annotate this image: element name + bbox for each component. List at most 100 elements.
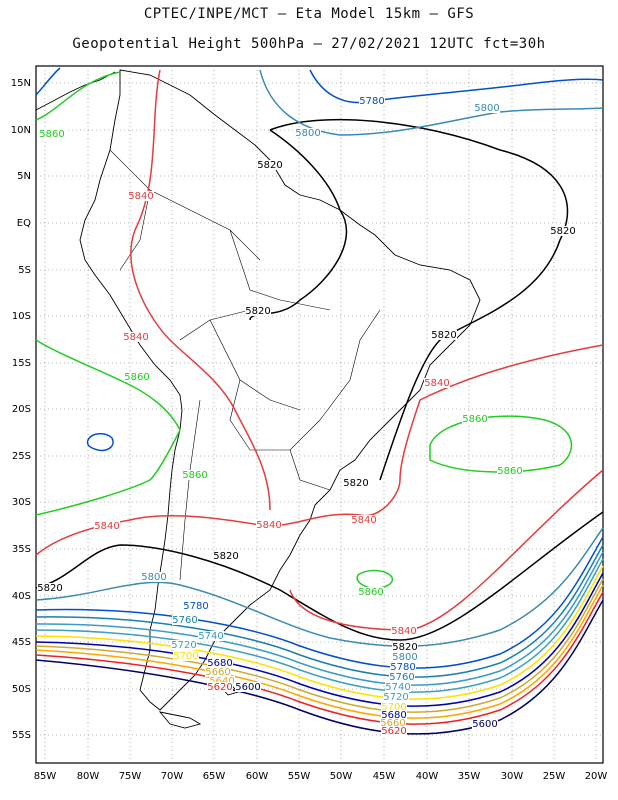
lon-tick-label: 35W — [458, 771, 481, 782]
contour-label-bg — [474, 103, 500, 113]
lat-tick-label: 25S — [12, 451, 31, 462]
contour-label-bg — [431, 330, 457, 340]
contour-label-bg — [358, 587, 384, 597]
lat-tick-label: 5N — [17, 171, 31, 182]
lat-tick-label: 35S — [12, 544, 31, 555]
contour-label: 5860 — [124, 372, 149, 383]
contour-label: 5760 — [172, 615, 197, 626]
contour-label-bg — [381, 702, 407, 712]
contour-label: 5820 — [37, 583, 62, 594]
contour-label-bg — [256, 520, 282, 530]
lon-tick-label: 25W — [543, 771, 566, 782]
lat-tick-label: 20S — [12, 404, 31, 415]
contour-label: 5620 — [381, 726, 406, 737]
lat-tick-label: 5S — [18, 265, 31, 276]
contour-label: 5820 — [245, 306, 270, 317]
contour-label-bg — [391, 626, 417, 636]
contour-label: 5660 — [205, 667, 230, 678]
lat-tick-label: 15S — [12, 358, 31, 369]
contour-label-bg — [424, 378, 450, 388]
contour-label: 5860 — [462, 414, 487, 425]
lat-tick-label: 40S — [12, 591, 31, 602]
contour-label: 5760 — [389, 672, 414, 683]
contour-label-bg — [141, 572, 167, 582]
contour-label-bg — [39, 129, 65, 139]
lat-tick-label: 10S — [12, 311, 31, 322]
map-subtitle: Geopotential Height 500hPa – 27/02/2021 … — [72, 36, 546, 52]
contour-label-bg — [462, 414, 488, 424]
contour-label: 5740 — [198, 631, 223, 642]
lat-tick-label: 10N — [11, 125, 31, 136]
contour-label: 5680 — [381, 710, 406, 721]
contour-label-bg — [385, 682, 411, 692]
contour-label-bg — [381, 726, 407, 736]
contour-label: 5600 — [235, 682, 260, 693]
contour-label: 5720 — [383, 692, 408, 703]
contour-label: 5840 — [123, 332, 148, 343]
contour-label-bg — [94, 521, 120, 531]
lat-tick-label: 45S — [12, 637, 31, 648]
lon-tick-label: 30W — [501, 771, 524, 782]
lon-tick-label: 75W — [119, 771, 142, 782]
contour-label: 5640 — [209, 676, 234, 687]
contour-label: 5800 — [474, 103, 499, 114]
lat-tick-label: 55S — [12, 730, 31, 741]
contour-label-bg — [245, 306, 271, 316]
contour-label-bg — [383, 692, 409, 702]
contour-5760 — [35, 544, 604, 678]
contour-5720 — [35, 558, 604, 693]
axis-ticks: 15N 10N 5N EQ 5S 10S 15S 20S 25S 30S 35S 40S 45S 50S 5… — [11, 78, 608, 782]
contour-label-bg — [172, 615, 198, 625]
contour-label-bg — [124, 372, 150, 382]
lon-tick-label: 50W — [330, 771, 353, 782]
contour-label-bg — [209, 676, 235, 686]
contour-5800 — [35, 527, 604, 647]
contour-label-bg — [128, 191, 154, 201]
south-america-coast — [79, 69, 481, 711]
contour-label-bg — [171, 640, 197, 650]
contour-label: 5600 — [472, 719, 497, 730]
lon-tick-label: 85W — [34, 771, 57, 782]
lat-tick-label: EQ — [17, 218, 31, 229]
contour-label-bg — [235, 682, 261, 692]
lon-tick-label: 80W — [77, 771, 100, 782]
map-frame — [35, 65, 604, 764]
contour-5840-andes — [130, 69, 271, 511]
lon-tick-label: 70W — [161, 771, 184, 782]
contour-5840-south — [289, 469, 604, 631]
contour-5740 — [35, 551, 604, 686]
lon-tick-label: 40W — [416, 771, 439, 782]
lat-tick-label: 15N — [11, 78, 31, 89]
contour-label-bg — [295, 128, 321, 138]
contour-label-bg — [205, 667, 231, 677]
contour-5600 — [35, 599, 604, 735]
contour-label: 5740 — [385, 682, 410, 693]
country-borders — [109, 149, 381, 581]
lon-tick-label: 20W — [585, 771, 608, 782]
lat-tick-label: 30S — [12, 497, 31, 508]
graticule — [36, 66, 603, 763]
contour-label-bg — [472, 719, 498, 729]
contour-5860-argentina — [356, 569, 394, 590]
contour-label-bg — [550, 226, 576, 236]
contour-label: 5840 — [94, 521, 119, 532]
contour-label: 5780 — [359, 96, 384, 107]
tierra-del-fuego — [158, 711, 202, 729]
contour-label-bg — [389, 672, 415, 682]
contour-label-bg — [390, 662, 416, 672]
contour-label-bg — [392, 642, 418, 652]
contour-label-bg — [381, 710, 407, 720]
contour-5860-north — [35, 71, 121, 121]
contour-label: 5800 — [295, 128, 320, 139]
contour-label-bg — [207, 658, 233, 668]
contour-5780-north — [309, 69, 604, 104]
lon-tick-label: 60W — [246, 771, 269, 782]
contour-label-bg — [207, 682, 233, 692]
contour-label-bg — [213, 551, 239, 561]
contour-label: 5720 — [171, 640, 196, 651]
contour-label: 5780 — [390, 662, 415, 673]
contour-label-bg — [123, 332, 149, 342]
contour-label: 5840 — [351, 515, 376, 526]
contour-label: 5840 — [391, 626, 416, 637]
lon-tick-label: 55W — [288, 771, 311, 782]
